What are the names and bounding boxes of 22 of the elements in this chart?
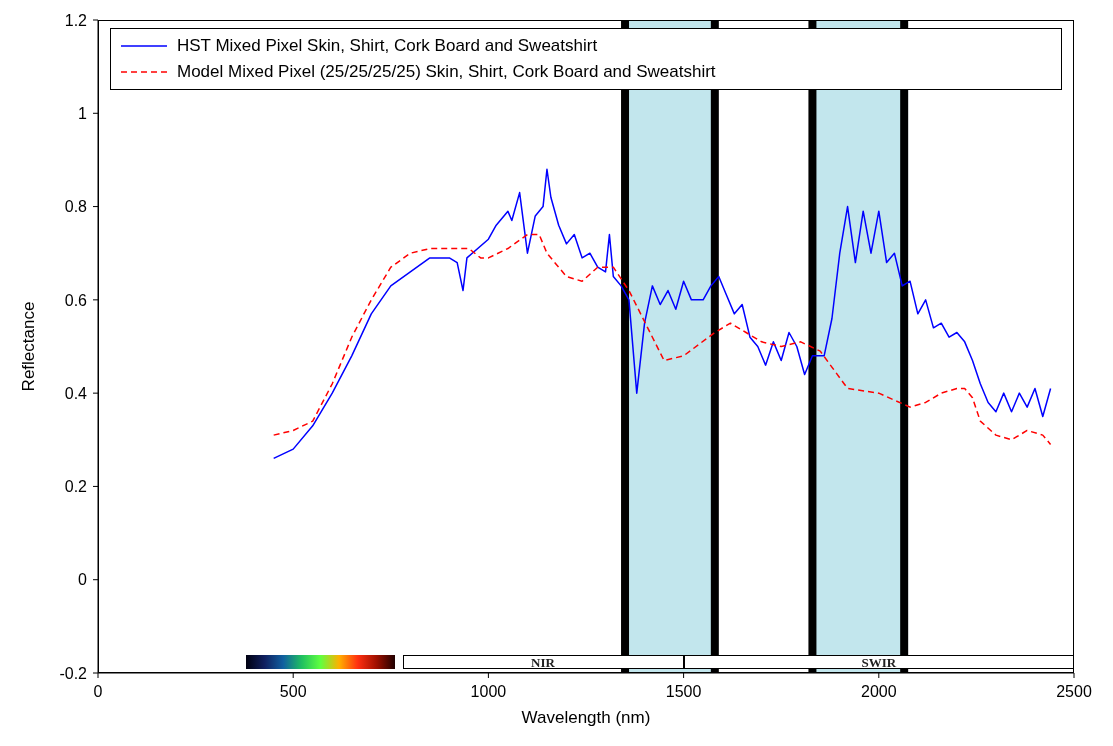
legend-label: HST Mixed Pixel Skin, Shirt, Cork Board and Sweatshirt [177,35,598,57]
legend-label: Model Mixed Pixel (25/25/25/25) Skin, Shirt, Cork Board and Sweatshirt [177,61,716,83]
x-tick-label: 500 [279,683,307,701]
annotation: SWIR [861,654,897,670]
x-tick-label: 1500 [665,683,702,701]
y-tick-label: 0.8 [64,198,88,216]
y-tick-label: -0.2 [59,664,88,682]
x-tick-label: 2000 [861,683,897,701]
y-tick-label: 1 [78,104,88,122]
x-tick-label: 0 [93,683,103,701]
y-tick-label: 0.2 [64,478,88,496]
y-axis-title: Reflectance [19,301,39,392]
y-tick-label: 0.4 [64,384,88,402]
x-tick-label: 2500 [1056,683,1092,701]
y-tick-label: 0 [78,571,88,589]
y-tick-label: 1.2 [64,11,88,29]
x-axis-title: Wavelength (nm) [521,708,651,727]
line-series [272,233,1052,446]
x-tick-label: 1000 [470,683,507,701]
annotation: NIR [531,654,555,670]
y-tick-label: 0.6 [64,291,88,309]
line-series [272,168,1052,460]
